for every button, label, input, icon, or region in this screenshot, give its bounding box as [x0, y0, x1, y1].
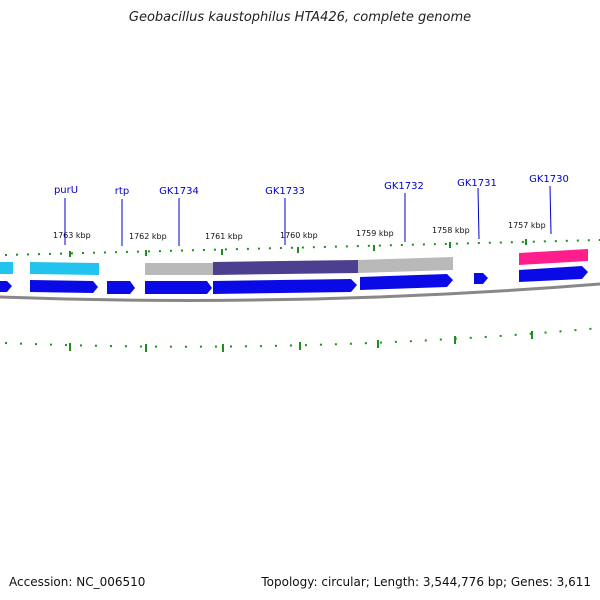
- cds-arrow-rtp[interactable]: [107, 281, 135, 294]
- leader-GK1730: [549, 185, 552, 235]
- tick-label-1759: 1759 kbp: [356, 229, 394, 238]
- map-title: Geobacillus kaustophilus HTA426, complet…: [128, 10, 472, 25]
- inner-tick-row: [4, 327, 600, 352]
- genome-backbone: [0, 282, 600, 302]
- gene-label-GK1730[interactable]: GK1730: [529, 174, 569, 185]
- feature-track: [0, 249, 588, 275]
- cds-arrow-GK1733[interactable]: [213, 279, 357, 294]
- feature-GK1733-region[interactable]: [213, 260, 358, 275]
- gene-label-GK1734[interactable]: GK1734: [159, 186, 199, 197]
- gene-label-purU[interactable]: purU: [54, 185, 78, 196]
- gene-label-GK1731[interactable]: GK1731: [457, 178, 497, 189]
- outer-tick-row: [4, 239, 600, 257]
- cds-arrow-GK1730[interactable]: [519, 266, 588, 282]
- tick-label-1762: 1762 kbp: [129, 232, 167, 241]
- feature-cyan-left-edge[interactable]: [0, 262, 13, 274]
- gene-labels: purU rtp GK1734 GK1733 GK1732 GK1731 GK1…: [54, 174, 569, 197]
- cds-arrow-left-edge[interactable]: [0, 281, 12, 292]
- cds-arrow-purU[interactable]: [30, 280, 98, 293]
- minor-ticks-bottom: [4, 327, 600, 348]
- cds-arrow-GK1732[interactable]: [360, 274, 453, 290]
- label-leaders: [64, 185, 552, 246]
- gene-label-rtp[interactable]: rtp: [115, 186, 129, 197]
- feature-purU-region[interactable]: [30, 262, 99, 275]
- tick-labels: 1763 kbp 1762 kbp 1761 kbp 1760 kbp 1759…: [53, 221, 546, 241]
- feature-GK1732-region[interactable]: [358, 257, 453, 273]
- tick-label-1763: 1763 kbp: [53, 231, 91, 240]
- tick-label-1757: 1757 kbp: [508, 221, 546, 230]
- cds-arrow-GK1734[interactable]: [145, 281, 212, 294]
- topology-summary: Topology: circular; Length: 3,544,776 bp…: [261, 575, 591, 589]
- gene-label-GK1732[interactable]: GK1732: [384, 181, 424, 192]
- gene-label-GK1733[interactable]: GK1733: [265, 186, 305, 197]
- leader-GK1731: [477, 187, 480, 240]
- cds-track: [0, 266, 588, 294]
- feature-GK1734-region[interactable]: [145, 263, 213, 275]
- tick-label-1758: 1758 kbp: [432, 226, 470, 235]
- feature-GK1730-region[interactable]: [519, 249, 588, 265]
- tick-label-1760: 1760 kbp: [280, 231, 318, 240]
- minor-ticks-top: [4, 239, 600, 256]
- tick-label-1761: 1761 kbp: [205, 232, 243, 241]
- accession-label: Accession: NC_006510: [9, 575, 146, 589]
- cds-arrow-GK1731[interactable]: [474, 273, 488, 284]
